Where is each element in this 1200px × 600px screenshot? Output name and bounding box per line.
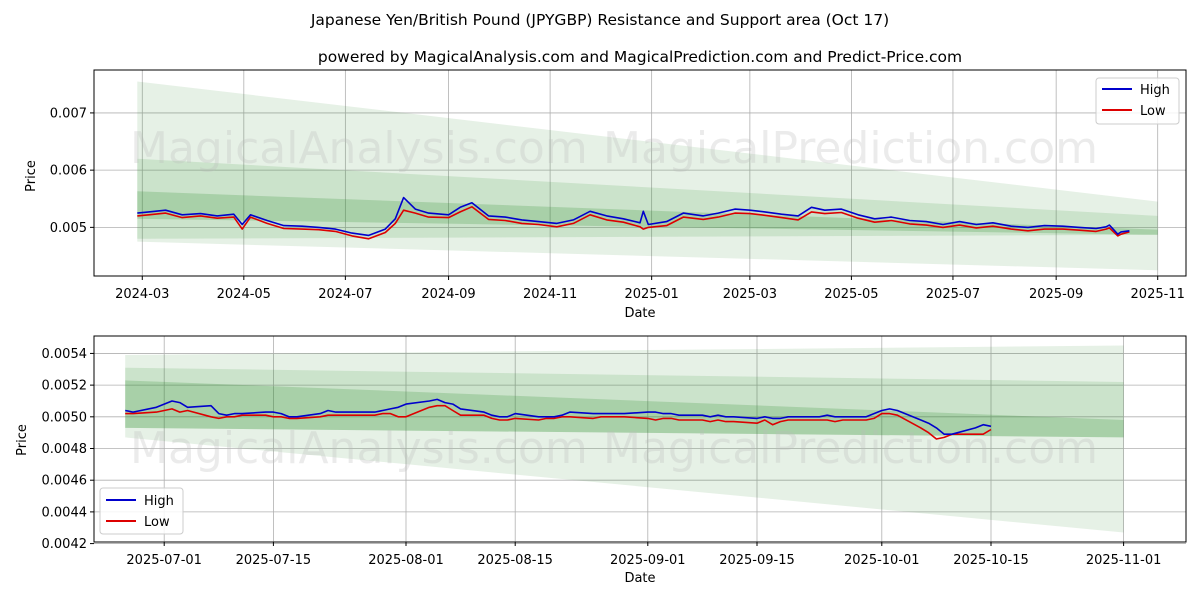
bottom-legend-low-label: Low: [144, 515, 170, 530]
top-series-low-line: [137, 206, 1130, 240]
bottom-legend-high-label: High: [144, 494, 174, 509]
bottom-ylabel: Price: [15, 424, 30, 456]
bottom-band-1: [125, 345, 1124, 533]
top-x-tick-label: 2024-05: [217, 287, 271, 302]
bottom-x-tick-label: 2025-07-01: [126, 553, 202, 568]
top-axes-frame: [93, 69, 1187, 277]
top-y-tick-label: 0.005: [50, 221, 87, 236]
bottom-x-tick-label: 2025-11-01: [1086, 553, 1162, 568]
bottom-legend: High Low: [99, 487, 184, 535]
bottom-series-low-line: [125, 404, 992, 440]
bottom-series: [125, 398, 992, 440]
top-series-high-line: [137, 196, 1130, 237]
bottom-y-tick-label: 0.0048: [42, 442, 88, 457]
bottom-axes-frame: [93, 335, 1187, 543]
chart-subtitle: powered by MagicalAnalysis.com and Magic…: [318, 48, 962, 66]
top-x-ticks: 2024-03 2024-05 2024-07 2024-09 2024-11 2025-…: [115, 276, 1185, 302]
top-legend-low-label: Low: [1140, 104, 1166, 119]
bottom-y-tick-label: 0.0052: [42, 379, 88, 394]
bottom-y-tick-label: 0.0042: [42, 537, 88, 552]
bottom-x-tick-label: 2025-09-15: [719, 553, 795, 568]
top-band-3: [137, 191, 1158, 235]
watermark-analysis-bottom: MagicalAnalysis.com: [130, 423, 588, 474]
bottom-y-tick-label: 0.0044: [42, 505, 88, 520]
bottom-band-2: [125, 367, 1124, 438]
top-xlabel: Date: [624, 306, 655, 321]
top-x-tick-label: 2024-07: [318, 287, 372, 302]
bottom-y-ticks: 0.0042 0.0044 0.0046 0.0048 0.0050 0.0052 0.00…: [42, 347, 94, 552]
top-x-tick-label: 2024-09: [421, 287, 475, 302]
bottom-bands: [125, 345, 1124, 533]
watermark-prediction-bottom: MagicalPrediction.com: [603, 423, 1098, 474]
bottom-y-tick-label: 0.0050: [42, 410, 88, 425]
top-bands: [137, 81, 1158, 271]
bottom-x-ticks: 2025-07-01 2025-07-15 2025-08-01 2025-08-15…: [126, 542, 1161, 568]
top-panel: MagicalAnalysis.com MagicalPrediction.co…: [24, 69, 1187, 321]
watermark-analysis-top: MagicalAnalysis.com: [130, 123, 588, 174]
top-legend: High Low: [1095, 77, 1180, 125]
top-y-ticks: 0.005 0.006 0.007: [50, 106, 94, 236]
bottom-y-tick-label: 0.0046: [42, 474, 88, 489]
chart-title: Japanese Yen/British Pound (JPYGBP) Resi…: [310, 11, 889, 29]
top-series: [137, 196, 1130, 240]
bottom-x-tick-label: 2025-10-15: [953, 553, 1029, 568]
bottom-x-tick-label: 2025-07-15: [236, 553, 312, 568]
top-ylabel: Price: [24, 160, 39, 192]
bottom-series-high-line: [125, 398, 992, 436]
top-x-tick-label: 2024-11: [523, 287, 577, 302]
top-x-tick-label: 2025-07: [926, 287, 980, 302]
top-x-tick-label: 2024-03: [115, 287, 169, 302]
top-legend-high-label: High: [1140, 83, 1170, 98]
bottom-panel: MagicalAnalysis.com MagicalPrediction.co…: [15, 335, 1187, 586]
bottom-x-tick-label: 2025-09-01: [610, 553, 686, 568]
top-y-tick-label: 0.007: [50, 106, 87, 121]
bottom-x-tick-label: 2025-08-15: [477, 553, 553, 568]
top-x-tick-label: 2025-01: [624, 287, 678, 302]
bottom-xlabel: Date: [624, 571, 655, 586]
bottom-x-tick-label: 2025-10-01: [844, 553, 920, 568]
top-x-tick-label: 2025-03: [723, 287, 777, 302]
bottom-band-3: [125, 380, 1124, 438]
top-x-tick-label: 2025-05: [824, 287, 878, 302]
watermark-prediction-top: MagicalPrediction.com: [603, 123, 1098, 174]
top-x-tick-label: 2025-09: [1029, 287, 1083, 302]
bottom-x-tick-label: 2025-08-01: [368, 553, 444, 568]
top-x-tick-label: 2025-11: [1131, 287, 1185, 302]
bottom-y-tick-label: 0.0054: [42, 347, 88, 362]
top-y-tick-label: 0.006: [50, 164, 87, 179]
